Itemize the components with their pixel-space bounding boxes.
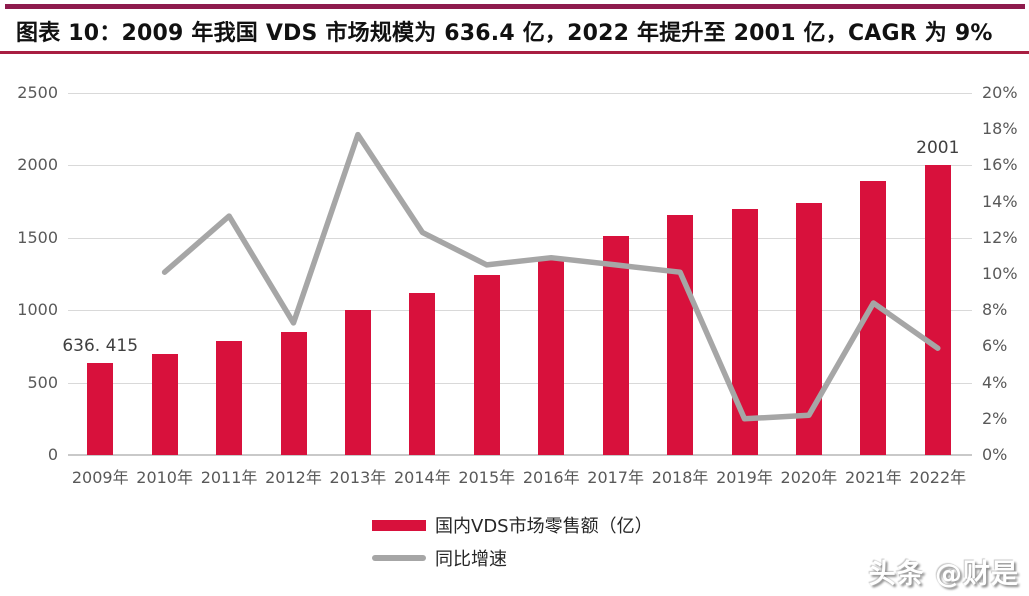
title-divider-rule (0, 51, 1029, 54)
x-axis-label: 2018年 (651, 468, 709, 487)
chart-title: 图表 10：2009 年我国 VDS 市场规模为 636.4 亿，2022 年提… (16, 21, 993, 46)
x-axis-label: 2022年 (909, 468, 967, 487)
legend-item-line-series: 同比增速 (372, 545, 653, 571)
bar-2013年 (344, 310, 371, 455)
top-border-rule (5, 4, 1025, 9)
bar-2022年 (924, 165, 951, 455)
bar-2017年 (602, 236, 629, 455)
x-axis-label: 2020年 (780, 468, 838, 487)
gridline (68, 310, 972, 312)
y-axis-label-right: 8% (982, 300, 1008, 320)
y-axis-label-right: 6% (982, 336, 1008, 356)
y-axis-label-right: 16% (982, 155, 1018, 175)
gridline (68, 454, 972, 456)
y-axis-label-right: 14% (982, 191, 1018, 211)
y-axis-label-right: 10% (982, 264, 1018, 283)
y-axis-label-right: 18% (982, 119, 1018, 139)
line-series-swatch-icon (372, 555, 426, 561)
data-label: 636. 415 (62, 335, 139, 356)
y-axis-label-left: 1000 (17, 300, 58, 320)
gridline (68, 237, 972, 239)
watermark-toutiao: 头条 @财是 (869, 552, 1019, 591)
y-axis-label-left: 2500 (17, 83, 58, 102)
bar-2014年 (409, 292, 436, 455)
growth-line (161, 131, 941, 422)
bar-2018年 (667, 214, 694, 455)
y-axis-label-right: 2% (982, 408, 1008, 428)
y-axis-label-left: 500 (27, 372, 58, 392)
x-axis-label: 2014年 (393, 468, 451, 487)
y-axis-label-right: 20% (982, 83, 1018, 102)
y-axis-label-left: 1500 (17, 227, 58, 247)
y-axis-label-left: 2000 (17, 155, 58, 175)
bar-2012年 (280, 332, 307, 455)
x-axis-label: 2013年 (329, 468, 387, 487)
gridline (68, 93, 972, 94)
x-axis-label: 2021年 (844, 468, 902, 487)
bar-2009年 (87, 362, 114, 455)
y-axis-label-right: 0% (982, 445, 1008, 464)
bar-2011年 (216, 340, 243, 455)
y-axis-label-left: 0 (47, 445, 58, 464)
bar-2016年 (538, 258, 565, 455)
gridline (68, 165, 972, 167)
bar-2010年 (151, 353, 178, 455)
x-axis-label: 2015年 (458, 468, 516, 487)
x-axis-label: 2010年 (136, 468, 193, 487)
gridline (68, 382, 972, 384)
y-axis-label-right: 4% (982, 372, 1008, 392)
watermark-text: 头条 @财是 (868, 559, 1019, 590)
x-axis-label: 2019年 (716, 468, 773, 487)
data-label: 2001 (916, 138, 960, 159)
x-axis-label: 2016年 (522, 468, 580, 487)
y-axis-label-right: 12% (982, 227, 1018, 247)
bar-2015年 (473, 275, 500, 455)
x-axis-label: 2009年 (71, 468, 129, 487)
bar-series-label: 国内VDS市场零售额（亿） (435, 516, 653, 537)
bar-series-swatch-icon (372, 519, 426, 531)
legend-item-bar-series: 国内VDS市场零售额（亿） (372, 512, 653, 538)
x-axis-label: 2017年 (587, 468, 644, 487)
x-axis-label: 2011年 (200, 468, 258, 487)
line-series-label: 同比增速 (435, 549, 507, 570)
chart-legend: 国内VDS市场零售额（亿） 同比增速 (372, 512, 653, 578)
x-axis-label: 2012年 (265, 468, 322, 487)
